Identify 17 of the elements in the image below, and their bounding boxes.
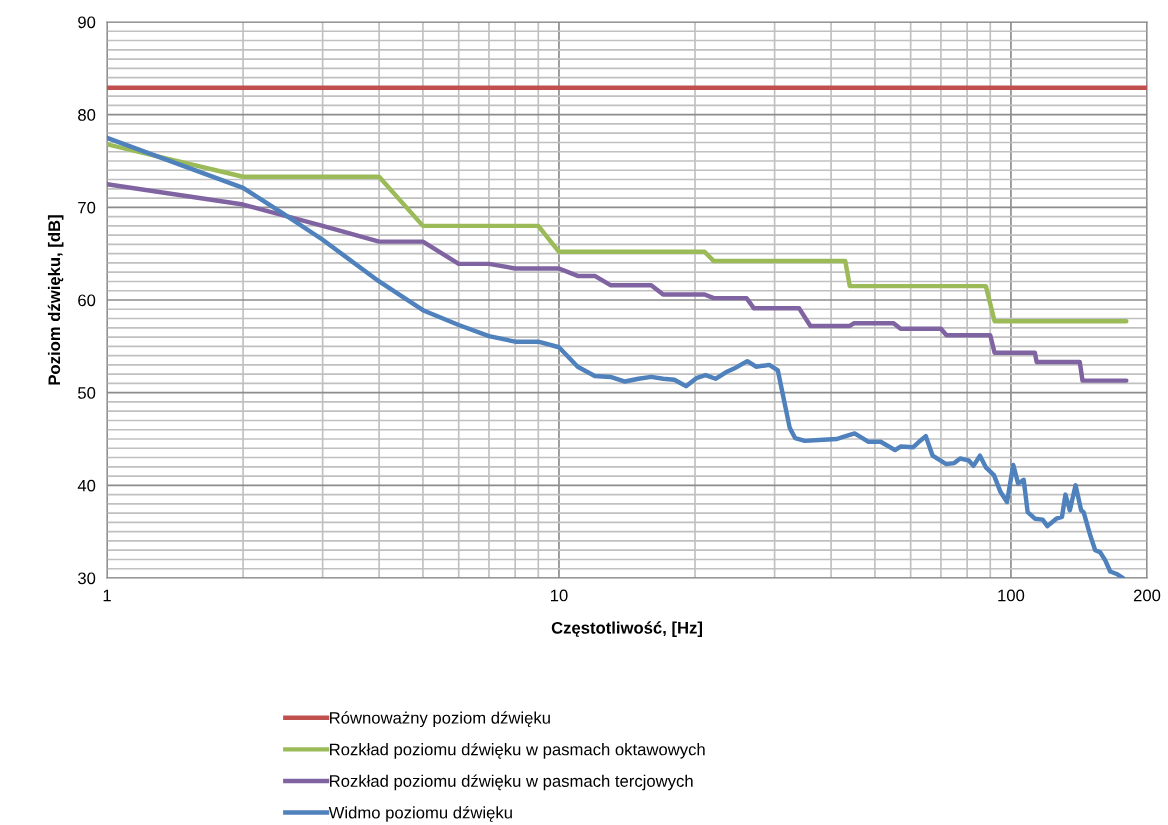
y-tick-label: 30 <box>77 572 96 585</box>
y-tick-label: 80 <box>78 109 96 121</box>
x-tick-label: 200 <box>1133 589 1161 602</box>
x-axis-title: Częstotliwość, [Hz] <box>551 621 702 637</box>
y-tick-label: 60 <box>78 294 96 307</box>
y-tick-label: 70 <box>78 201 96 214</box>
x-tick-label: 100 <box>998 589 1025 602</box>
legend-label: Widmo poziomu dźwięku <box>328 806 512 822</box>
y-tick-label: 90 <box>78 16 96 29</box>
legend-label: Rozkład poziomu dźwięku w pasmach oktawowych <box>330 742 705 759</box>
legend-label: Równoważny poziom dźwięku <box>330 711 550 728</box>
x-tick-label: 1 <box>103 589 111 602</box>
y-axis-title: Poziom dźwięku, [dB] <box>47 215 64 385</box>
y-tick-label: 40 <box>77 479 96 492</box>
y-tick-label: 50 <box>78 387 96 399</box>
legend-label: Rozkład poziomu dźwięku w pasmach tercjowych <box>330 774 693 791</box>
x-tick-label: 10 <box>550 589 568 602</box>
